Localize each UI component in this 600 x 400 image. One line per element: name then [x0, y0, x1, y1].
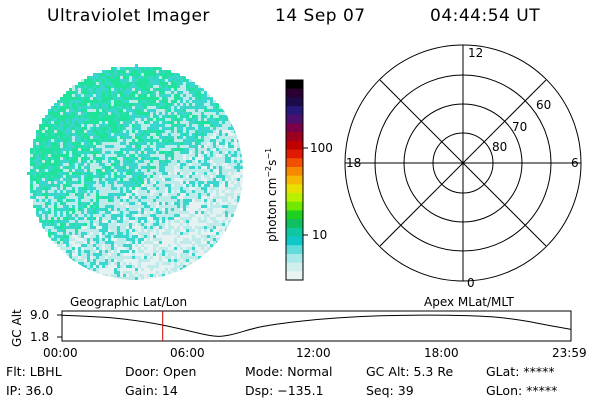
color-bar-segment — [286, 227, 303, 238]
polar-mlt-6: 6 — [571, 156, 579, 170]
color-bar-segment — [286, 140, 303, 151]
door-status: Door: Open — [125, 364, 197, 379]
instrument-title: Ultraviolet Imager — [47, 6, 210, 26]
color-bar-segment — [286, 132, 303, 142]
filter-status: Flt: LBHL — [6, 364, 62, 379]
color-bar-segment — [286, 245, 303, 255]
timeline-x-tick-0000: 00:00 — [43, 346, 78, 360]
mode-status: Mode: Normal — [245, 364, 333, 379]
timeline-frame — [61, 310, 572, 342]
color-bar-segment — [286, 193, 303, 203]
gain-status: Gain: 14 — [125, 383, 178, 398]
color-bar-segment — [286, 271, 303, 281]
color-bar-segment — [286, 97, 303, 107]
timeline-y-axis-label: GC Alt — [10, 309, 24, 347]
color-bar — [285, 79, 304, 281]
polar-lat-60: 60 — [536, 98, 552, 112]
geographic-lon-status: GLon: ***** — [486, 383, 558, 398]
color-bar-segment — [286, 201, 303, 212]
color-bar-segment — [286, 219, 303, 229]
timeline-geographic-label: Geographic Lat/Lon — [70, 295, 188, 309]
ip-status: IP: 36.0 — [6, 383, 54, 398]
colorbar-tick-100: 100 — [310, 141, 333, 155]
color-bar-segment — [286, 184, 303, 194]
colorbar-unit-label: photon cm−2s−1 — [264, 147, 279, 242]
timeline-y-tick-1-8: 1.8 — [30, 330, 50, 344]
polar-mlt-12: 12 — [468, 46, 484, 60]
geographic-lat-status: GLat: ***** — [486, 364, 555, 379]
polar-grid — [344, 44, 582, 282]
date-label: 14 Sep 07 — [275, 6, 366, 26]
time-label: 04:44:54 UT — [430, 6, 541, 26]
color-bar-frame — [285, 79, 304, 281]
color-bar-segment — [286, 80, 303, 90]
timeline-x-tick-1200: 12:00 — [296, 346, 331, 360]
color-bar-segment — [286, 114, 303, 125]
timeline-x-tick-1800: 18:00 — [424, 346, 459, 360]
color-bar-segment — [286, 262, 303, 272]
timeline-y-tick-9: 9.0 — [30, 308, 50, 322]
auroral-image-disk — [27, 64, 243, 280]
dsp-status: Dsp: −135.1 — [245, 383, 324, 398]
timeline-apex-label: Apex MLat/MLT — [424, 295, 514, 309]
color-bar-segment — [286, 166, 303, 177]
gc-alt-status: GC Alt: 5.3 Re — [366, 364, 454, 379]
color-bar-segment — [286, 88, 303, 98]
color-bar-segment — [286, 106, 303, 116]
polar-diagonal-2 — [379, 79, 547, 247]
altitude-curve — [61, 314, 572, 337]
color-bar-segment — [286, 123, 303, 133]
color-bar-segment — [286, 158, 303, 168]
timeline-x-tick-0600: 06:00 — [170, 346, 205, 360]
polar-lat-70: 70 — [512, 120, 528, 134]
polar-mlt-18: 18 — [346, 156, 362, 170]
color-bar-segment — [286, 253, 303, 264]
polar-mlt-0: 0 — [467, 276, 475, 290]
sequence-status: Seq: 39 — [366, 383, 414, 398]
color-bar-segment — [286, 236, 303, 246]
color-bar-ticks — [303, 147, 308, 236]
polar-lat-80: 80 — [492, 140, 508, 154]
color-bar-segment — [286, 149, 303, 159]
timeline-x-tick-2359: 23:59 — [552, 346, 587, 360]
timeline-plot — [57, 310, 572, 342]
colorbar-tick-10: 10 — [312, 228, 328, 242]
color-bar-segment — [286, 175, 303, 185]
color-bar-segment — [286, 210, 303, 220]
